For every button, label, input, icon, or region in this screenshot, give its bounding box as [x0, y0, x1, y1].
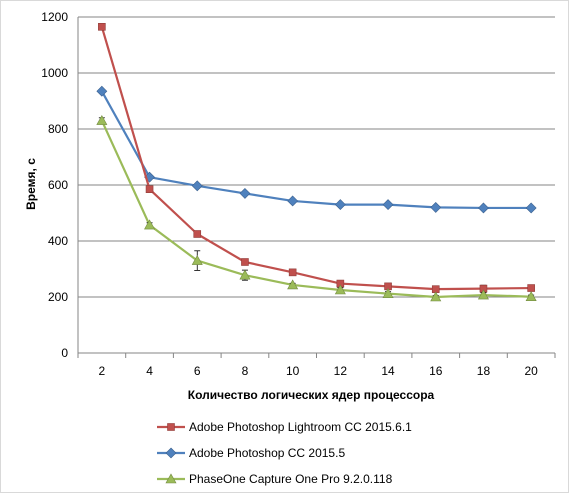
data-point-triangle	[96, 114, 108, 125]
legend-label: Adobe Photoshop CC 2015.5	[189, 446, 345, 460]
data-point-diamond	[478, 202, 489, 214]
series-line	[100, 90, 532, 210]
y-tick-label: 600	[48, 178, 68, 192]
data-point-diamond	[430, 201, 442, 213]
y-tick-label: 800	[48, 122, 68, 136]
data-point-triangle	[287, 279, 299, 290]
data-point-diamond	[165, 447, 177, 459]
data-point-triangle	[525, 291, 537, 302]
legend-label: Adobe Photoshop Lightroom CC 2015.6.1	[189, 420, 412, 434]
x-tick-label: 10	[286, 364, 300, 378]
series-0	[98, 22, 535, 293]
y-axis-title: Время, с	[24, 158, 38, 210]
data-point-triangle	[477, 289, 489, 300]
data-point-diamond	[191, 180, 203, 192]
series-line	[100, 26, 532, 291]
series-lines	[96, 22, 537, 302]
data-point-triangle	[430, 291, 442, 302]
legend-label: PhaseOne Capture One Pro 9.2.0.118	[189, 472, 393, 486]
y-tick-label: 200	[48, 290, 68, 304]
data-point-square	[167, 423, 175, 431]
data-point-square	[241, 258, 249, 266]
series-line	[100, 120, 532, 299]
legend-item-0: Adobe Photoshop Lightroom CC 2015.6.1	[157, 420, 412, 434]
series-2	[96, 114, 537, 302]
x-tick-label: 12	[334, 364, 348, 378]
data-point-triangle	[334, 284, 346, 295]
x-tick-label: 18	[477, 364, 491, 378]
data-point-square	[193, 230, 202, 238]
data-point-square	[288, 268, 297, 277]
legend: Adobe Photoshop Lightroom CC 2015.6.1 Ado…	[157, 420, 412, 486]
y-tick-label: 0	[61, 346, 68, 360]
data-point-diamond	[382, 199, 394, 211]
x-tick-label: 4	[146, 364, 153, 378]
data-point-square	[527, 284, 535, 292]
legend-item-1: Adobe Photoshop CC 2015.5	[157, 446, 345, 460]
y-tick-label: 1000	[41, 66, 68, 80]
data-point-square	[145, 185, 154, 193]
data-point-square	[98, 22, 106, 31]
data-point-triangle	[144, 219, 156, 230]
legend-item-2: PhaseOne Capture One Pro 9.2.0.118	[157, 472, 393, 486]
data-point-triangle	[191, 254, 203, 265]
x-axis-title: Количество логических ядер процессора	[188, 388, 435, 402]
data-point-diamond	[525, 202, 537, 214]
x-tick-label: 20	[524, 364, 538, 378]
data-point-diamond	[239, 187, 251, 199]
data-point-triangle	[165, 473, 177, 484]
data-point-diamond	[334, 199, 346, 211]
x-tick-label: 6	[194, 364, 201, 378]
series-1	[96, 85, 537, 214]
y-tick-label: 1200	[41, 10, 68, 24]
data-point-diamond	[96, 85, 108, 97]
x-tick-label: 16	[429, 364, 443, 378]
data-point-triangle	[239, 269, 251, 280]
x-tick-label: 2	[99, 364, 106, 378]
y-tick-label: 400	[48, 234, 68, 248]
data-point-triangle	[382, 288, 394, 298]
x-tick-label: 8	[242, 364, 249, 378]
x-tick-label: 14	[381, 364, 395, 378]
axes: 0 200 400 600 800 1000 1200 2 4 6 8 10 12 14 16 18 20	[41, 10, 556, 378]
gridlines	[78, 16, 555, 354]
data-point-diamond	[287, 195, 299, 207]
